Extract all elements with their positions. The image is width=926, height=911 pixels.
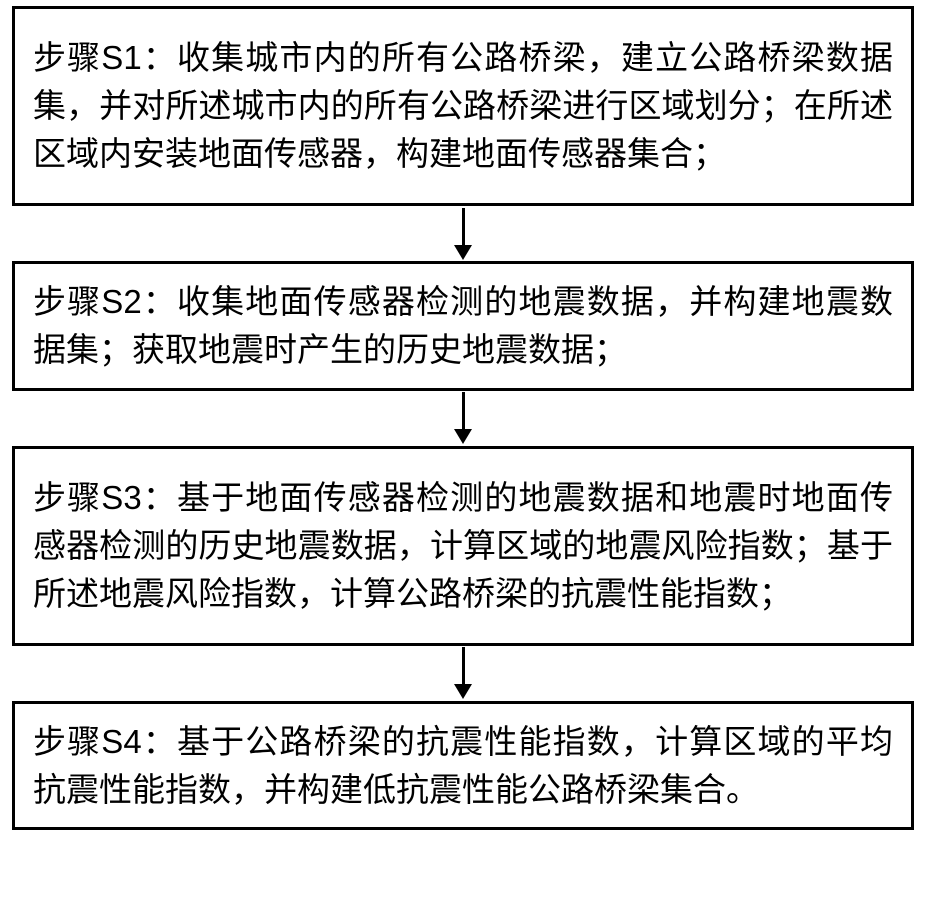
step-s4-text: 步骤S4：基于公路桥梁的抗震性能指数，计算区域的平均抗震性能指数，并构建低抗震性… [33, 718, 893, 814]
arrow-head-icon [454, 429, 472, 444]
step-s4-box: 步骤S4：基于公路桥梁的抗震性能指数，计算区域的平均抗震性能指数，并构建低抗震性… [12, 701, 914, 831]
arrow-line [462, 208, 465, 246]
arrow-s1-s2 [454, 206, 472, 261]
step-s2-box: 步骤S2：收集地面传感器检测的地震数据，并构建地震数据集；获取地震时产生的历史地… [12, 261, 914, 391]
step-s3-text: 步骤S3：基于地面传感器检测的地震数据和地震时地面传感器检测的历史地震数据，计算… [33, 474, 893, 618]
step-s2-text: 步骤S2：收集地面传感器检测的地震数据，并构建地震数据集；获取地震时产生的历史地… [33, 278, 893, 374]
arrow-head-icon [454, 684, 472, 699]
step-s1-text: 步骤S1：收集城市内的所有公路桥梁，建立公路桥梁数据集，并对所述城市内的所有公路… [33, 34, 893, 178]
arrow-head-icon [454, 245, 472, 260]
step-s1-box: 步骤S1：收集城市内的所有公路桥梁，建立公路桥梁数据集，并对所述城市内的所有公路… [12, 6, 914, 206]
arrow-s3-s4 [454, 646, 472, 701]
arrow-line [462, 647, 465, 685]
arrow-s2-s3 [454, 391, 472, 446]
step-s3-box: 步骤S3：基于地面传感器检测的地震数据和地震时地面传感器检测的历史地震数据，计算… [12, 446, 914, 646]
arrow-line [462, 392, 465, 430]
flowchart-container: 步骤S1：收集城市内的所有公路桥梁，建立公路桥梁数据集，并对所述城市内的所有公路… [12, 6, 914, 830]
